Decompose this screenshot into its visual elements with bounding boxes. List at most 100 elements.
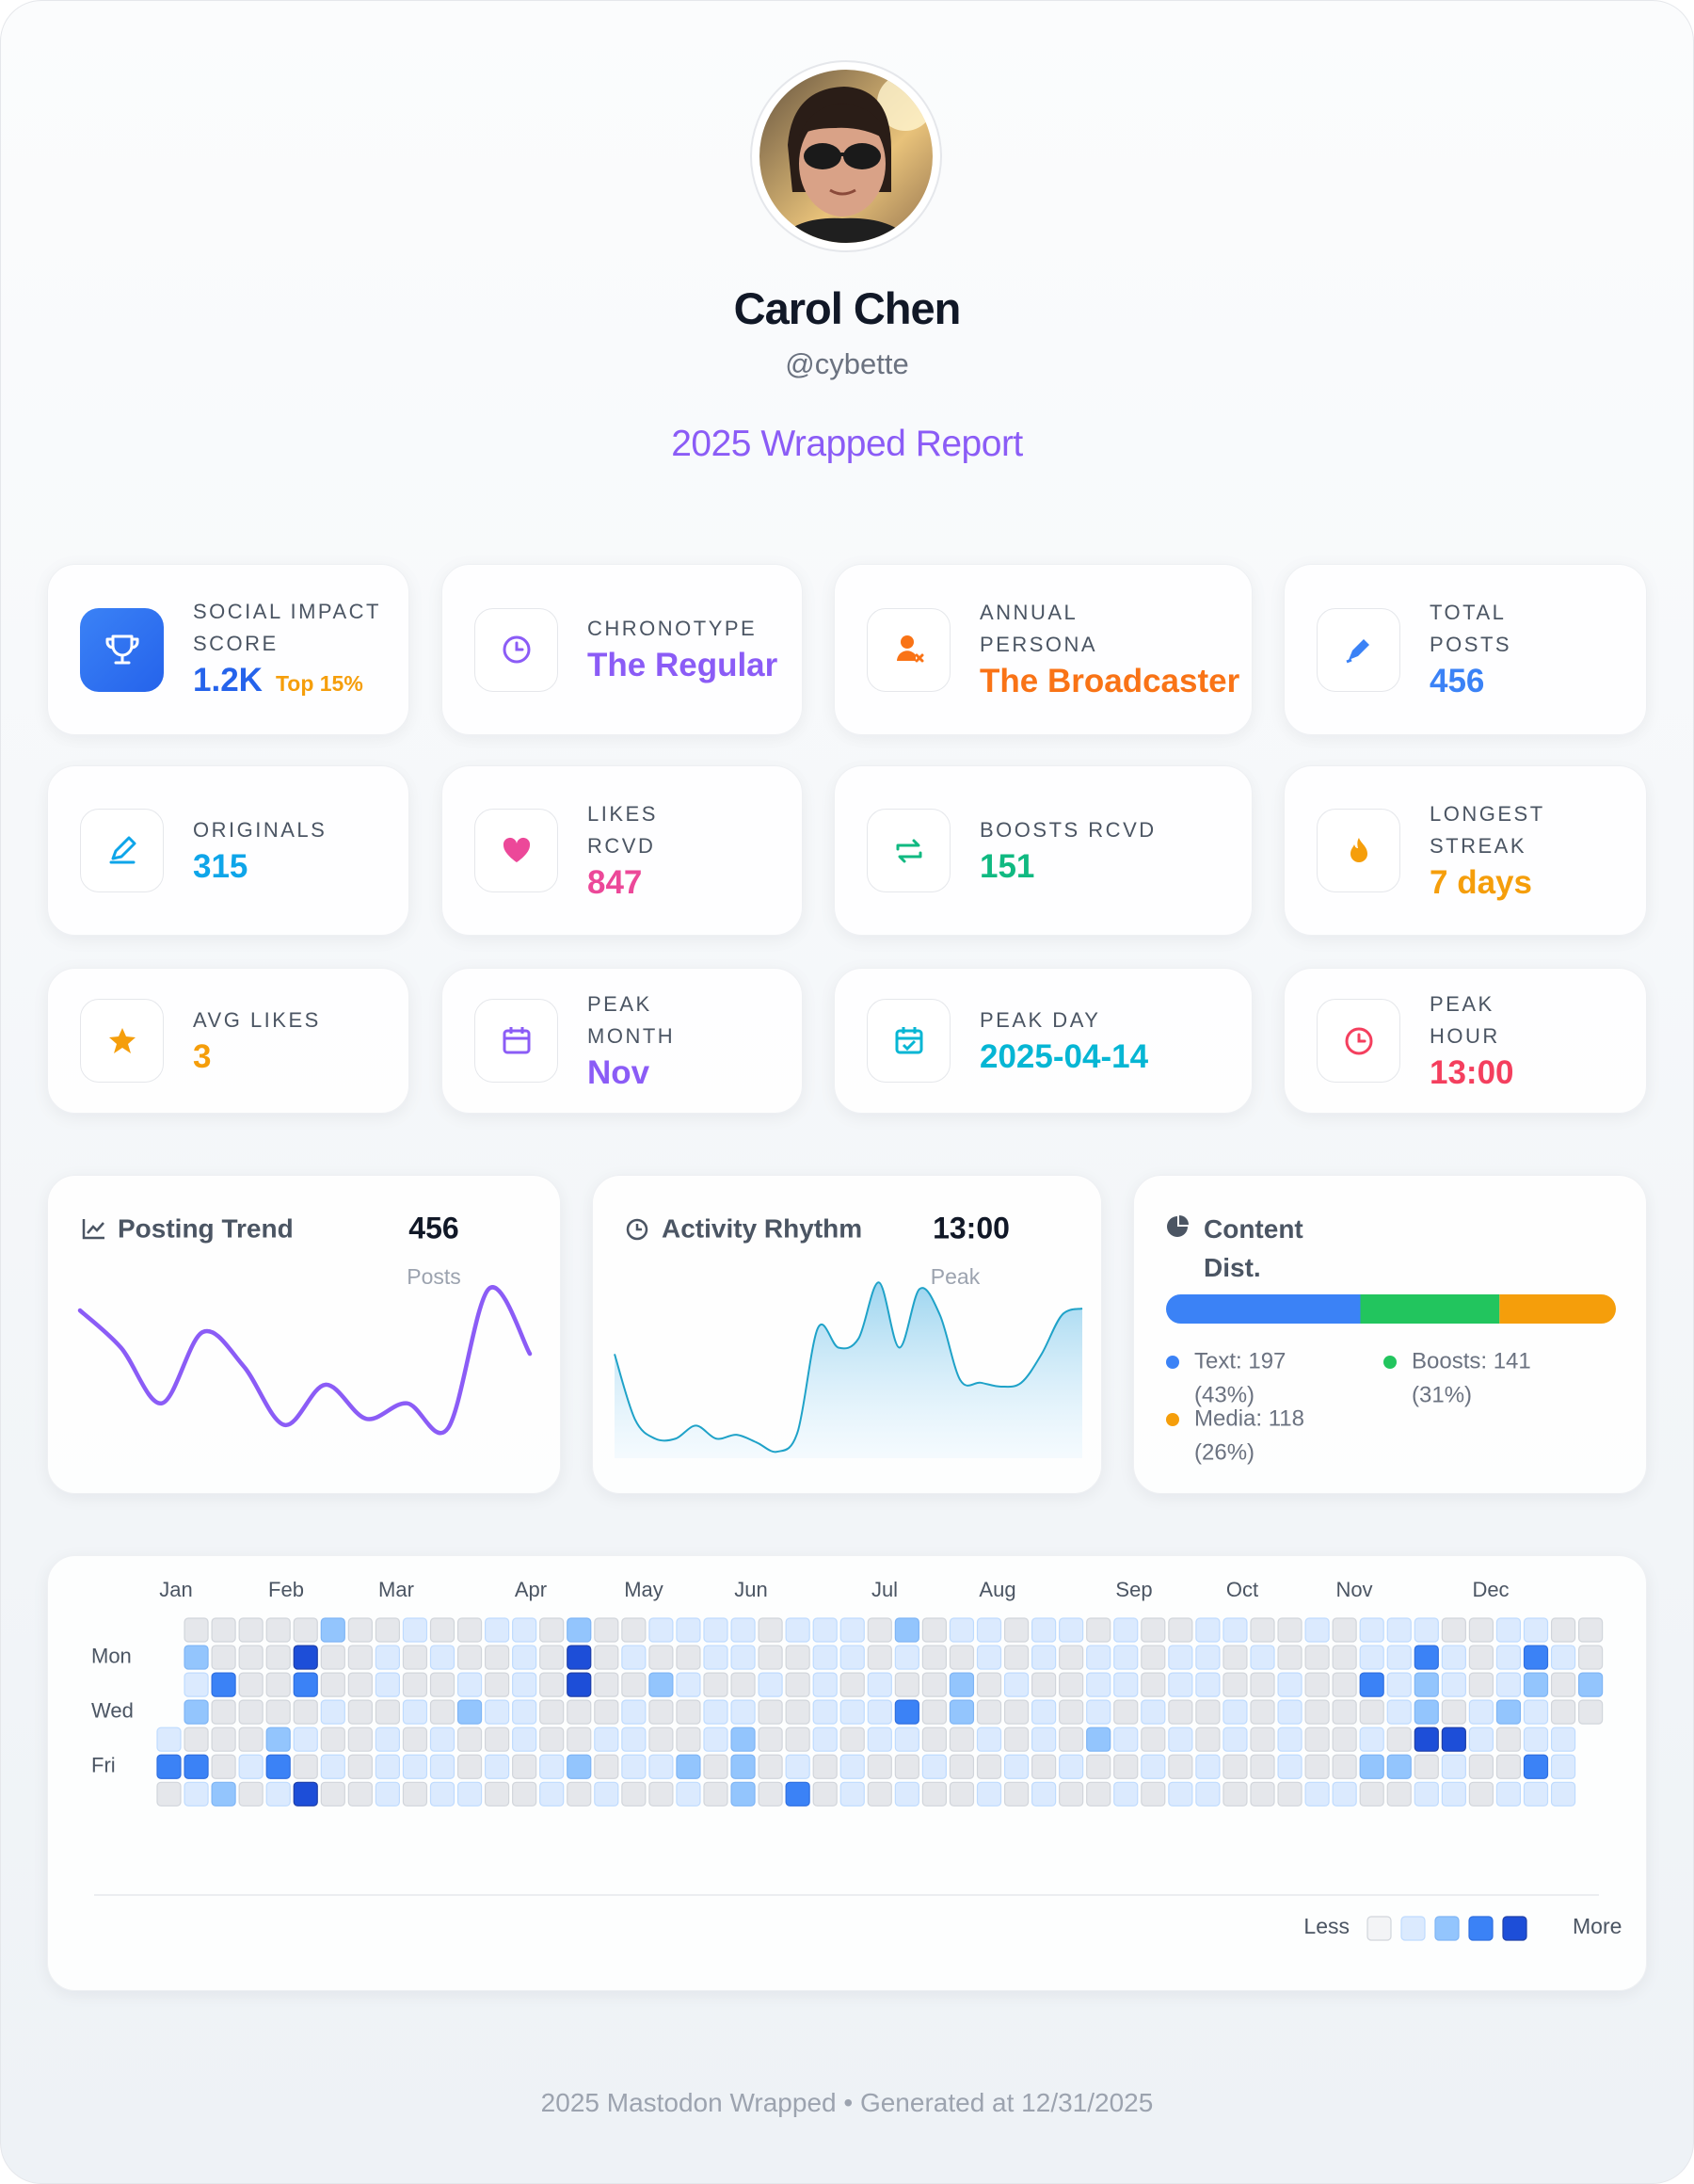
heat-cell	[1113, 1645, 1139, 1670]
month-label: Sep	[1115, 1578, 1152, 1601]
heat-cell	[1223, 1754, 1248, 1779]
heat-cell	[429, 1699, 455, 1725]
heat-cell	[785, 1617, 810, 1643]
stat-card: PEAK MONTH Nov	[441, 968, 803, 1114]
heat-cell	[1332, 1617, 1357, 1643]
heat-cell	[949, 1672, 975, 1697]
heat-cell	[375, 1672, 400, 1697]
heat-cell	[1386, 1699, 1412, 1725]
icon-glyph	[109, 836, 136, 863]
heat-cell	[594, 1781, 619, 1807]
heat-cell	[703, 1672, 728, 1697]
heat-cell	[1031, 1726, 1057, 1752]
month-label: Dec	[1472, 1578, 1509, 1601]
heat-cell	[1386, 1726, 1412, 1752]
heat-cell	[1168, 1754, 1193, 1779]
heat-cell	[1304, 1726, 1330, 1752]
heat-cell	[1495, 1617, 1522, 1643]
heat-cell	[375, 1645, 400, 1670]
heat-cell	[320, 1645, 345, 1670]
card-value: 13:00	[933, 1211, 1010, 1245]
heat-cell	[812, 1726, 838, 1752]
heat-cell	[921, 1617, 948, 1643]
day-label: Wed	[91, 1698, 134, 1722]
heat-cell	[703, 1726, 728, 1752]
month-label: Mar	[378, 1578, 414, 1601]
heat-cell	[839, 1754, 865, 1779]
heat-cell	[839, 1726, 865, 1752]
heat-cell	[293, 1617, 318, 1643]
heat-cell	[539, 1617, 565, 1643]
heat-cell	[320, 1617, 345, 1643]
heat-cell	[1332, 1645, 1357, 1670]
heat-cell	[1550, 1645, 1576, 1670]
heat-cell	[429, 1726, 455, 1752]
heat-cell	[894, 1617, 919, 1643]
heat-cell	[785, 1754, 810, 1779]
heat-cell	[1277, 1754, 1302, 1779]
heat-cell	[211, 1726, 236, 1752]
heat-cell	[1468, 1617, 1494, 1643]
heat-cell	[730, 1754, 756, 1779]
month-label: Oct	[1226, 1578, 1258, 1601]
heat-cell	[758, 1699, 783, 1725]
month-label: May	[624, 1578, 663, 1601]
heat-cell	[730, 1726, 756, 1752]
heat-cell	[1086, 1645, 1111, 1670]
content-dist-card: Content Dist. Text: 197 (43%) Boosts: 141 (…	[1133, 1175, 1647, 1494]
heat-cell	[567, 1754, 592, 1779]
heat-cell	[156, 1754, 182, 1779]
heat-cell	[567, 1781, 592, 1807]
heat-cell	[1304, 1645, 1330, 1670]
stat-value-text: Nov	[587, 1053, 650, 1091]
heat-cell	[976, 1645, 1002, 1670]
stat-value-text: 315	[193, 847, 248, 885]
heat-cell	[1414, 1781, 1439, 1807]
heat-cell	[1386, 1645, 1412, 1670]
heat-cell	[1003, 1781, 1030, 1807]
heat-cell	[211, 1781, 236, 1807]
heat-cell	[1414, 1754, 1439, 1779]
heat-cell	[1059, 1726, 1084, 1752]
heat-cell	[894, 1672, 919, 1697]
heat-cell	[211, 1754, 236, 1779]
stat-icon	[1317, 999, 1400, 1083]
heat-cell	[921, 1726, 948, 1752]
heat-cell	[1332, 1781, 1357, 1807]
heat-cell	[1523, 1726, 1549, 1752]
card-value: 456	[408, 1211, 458, 1245]
stat-card: BOOSTS RCVD 151	[834, 765, 1253, 936]
heat-cell	[1414, 1726, 1439, 1752]
heat-cell	[375, 1699, 400, 1725]
heat-cell	[293, 1672, 318, 1697]
heat-cell	[839, 1672, 865, 1697]
heat-cell	[1031, 1699, 1057, 1725]
heat-cell	[594, 1645, 619, 1670]
stat-text: LONGEST STREAK 7 days	[1430, 798, 1561, 904]
heat-cell	[238, 1672, 264, 1697]
heat-cell	[320, 1672, 345, 1697]
heat-cell	[1031, 1645, 1057, 1670]
heat-cell	[211, 1699, 236, 1725]
legend-label: Text: 197	[1194, 1348, 1286, 1373]
heat-cell	[1550, 1617, 1576, 1643]
stat-value-text: The Broadcaster	[980, 663, 1240, 699]
heat-cell	[785, 1645, 810, 1670]
stat-label: PEAK DAY	[980, 1007, 1101, 1032]
dist-segment	[1499, 1294, 1616, 1324]
heat-cell	[265, 1645, 291, 1670]
legend-less: Less	[1303, 1914, 1350, 1938]
heat-cell	[894, 1754, 919, 1779]
heat-cell	[839, 1645, 865, 1670]
heat-cell	[347, 1699, 373, 1725]
heat-cell	[1250, 1781, 1275, 1807]
heat-cell	[648, 1754, 674, 1779]
legend-share: (26%)	[1194, 1439, 1255, 1465]
stat-label: LIKES RCVD	[587, 801, 658, 858]
heat-cell	[375, 1781, 400, 1807]
heat-cell	[1223, 1672, 1248, 1697]
heat-cell	[265, 1781, 291, 1807]
legend-swatch	[1502, 1916, 1527, 1941]
heat-cell	[1195, 1699, 1221, 1725]
heat-cell	[676, 1754, 701, 1779]
